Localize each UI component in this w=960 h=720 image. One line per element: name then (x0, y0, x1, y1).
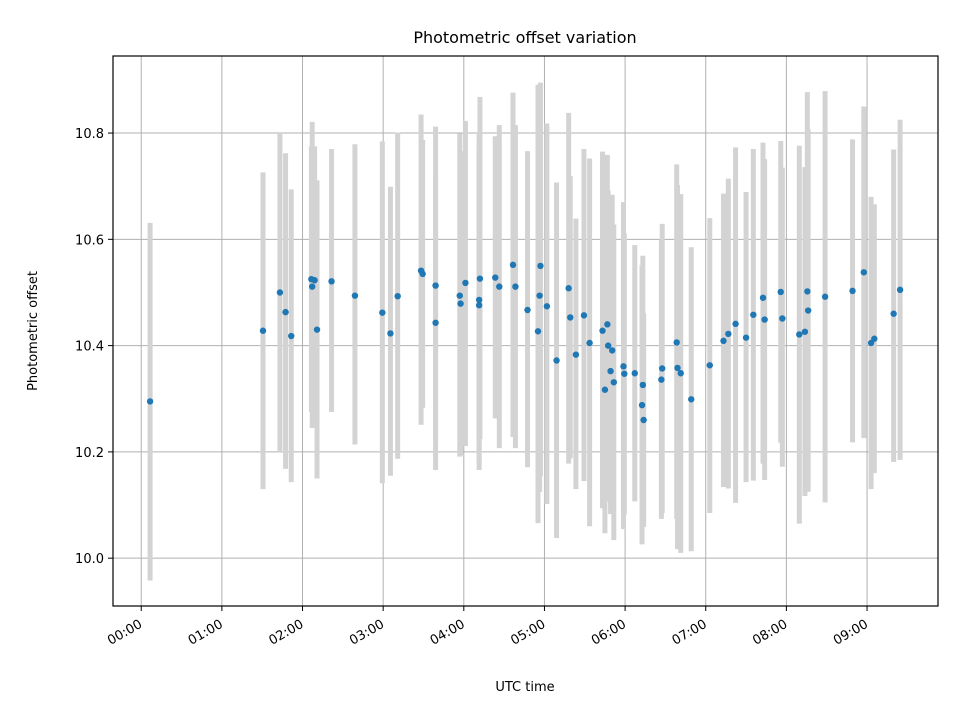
data-point (462, 279, 469, 287)
plot-area-frame (112, 55, 939, 607)
data-point (537, 262, 544, 270)
data-point (673, 339, 680, 346)
data-point (658, 376, 665, 383)
data-point (456, 292, 463, 299)
data-point (509, 261, 517, 269)
x-tick-label: 02:00 (266, 617, 306, 649)
data-point (276, 289, 284, 296)
data-point (821, 293, 829, 300)
data-point (640, 416, 647, 424)
data-point (725, 330, 732, 338)
data-point (432, 282, 439, 289)
x-tick-label: 08:00 (750, 617, 790, 649)
data-point (742, 334, 750, 341)
data-point (796, 331, 803, 338)
data-point (394, 292, 401, 300)
data-point (580, 312, 588, 319)
chart-title: Photometric offset variation (413, 28, 636, 47)
data-point (492, 274, 499, 281)
data-point (313, 326, 321, 333)
data-point (761, 316, 768, 323)
data-point (259, 327, 267, 334)
data-point (658, 365, 666, 372)
y-tick-label: 10.4 (75, 340, 104, 355)
x-axis-label: UTC time (495, 680, 554, 695)
data-point (457, 300, 464, 307)
data-point (146, 398, 154, 405)
data-point (779, 315, 786, 322)
x-tick-label: 05:00 (508, 617, 548, 649)
data-point (536, 292, 543, 299)
x-tick-label: 03:00 (347, 617, 387, 649)
data-point (706, 362, 713, 369)
data-point (586, 339, 593, 347)
data-point (534, 328, 542, 335)
data-point (759, 294, 767, 301)
y-tick-label: 10.0 (75, 552, 104, 567)
data-point (688, 396, 695, 403)
data-point (677, 370, 684, 377)
data-point (860, 269, 868, 276)
data-point (890, 310, 897, 317)
data-point (512, 283, 519, 290)
data-point (804, 288, 811, 295)
data-point (631, 370, 638, 377)
data-point (328, 278, 335, 285)
data-point (604, 342, 612, 349)
data-point (601, 386, 609, 393)
data-point (553, 357, 560, 364)
y-tick-label: 10.8 (75, 127, 104, 142)
data-point (282, 308, 289, 316)
data-point (732, 320, 739, 328)
data-point (351, 292, 359, 299)
data-point (496, 283, 503, 290)
data-point (638, 401, 646, 409)
data-point (896, 286, 904, 294)
x-tick-label: 01:00 (186, 617, 226, 649)
x-tick-label: 07:00 (670, 617, 710, 649)
data-point (801, 328, 809, 335)
data-point (610, 379, 618, 386)
y-axis-label: Photometric offset (26, 271, 41, 391)
data-point (288, 332, 295, 340)
data-point (871, 335, 878, 342)
data-point (475, 296, 483, 304)
data-point (599, 327, 606, 334)
data-point (387, 330, 394, 337)
x-tick-label: 04:00 (428, 617, 468, 649)
data-point (621, 370, 628, 377)
data-point (572, 351, 580, 358)
data-point (311, 277, 318, 284)
x-tick-label: 00:00 (105, 617, 145, 649)
data-point (379, 309, 386, 316)
data-point (308, 283, 316, 290)
x-tick-label: 06:00 (589, 617, 629, 649)
data-point (475, 302, 483, 309)
data-point (674, 364, 681, 372)
data-point (524, 306, 531, 314)
data-point (432, 319, 439, 326)
data-point (620, 363, 627, 370)
x-tick-label: 09:00 (831, 617, 871, 649)
y-tick-label: 10.6 (75, 233, 104, 248)
data-point (604, 321, 611, 328)
data-point (565, 285, 572, 292)
data-point (750, 311, 757, 318)
data-point (804, 307, 812, 314)
data-point (777, 288, 784, 296)
data-point (639, 381, 647, 389)
data-point (543, 303, 551, 310)
data-point (607, 367, 614, 375)
data-point (849, 287, 856, 295)
data-points (146, 261, 904, 424)
data-point (419, 270, 426, 278)
data-point (608, 347, 616, 354)
data-point (476, 275, 484, 282)
data-point (720, 337, 727, 345)
y-tick-label: 10.2 (75, 446, 104, 461)
data-point (567, 314, 574, 321)
